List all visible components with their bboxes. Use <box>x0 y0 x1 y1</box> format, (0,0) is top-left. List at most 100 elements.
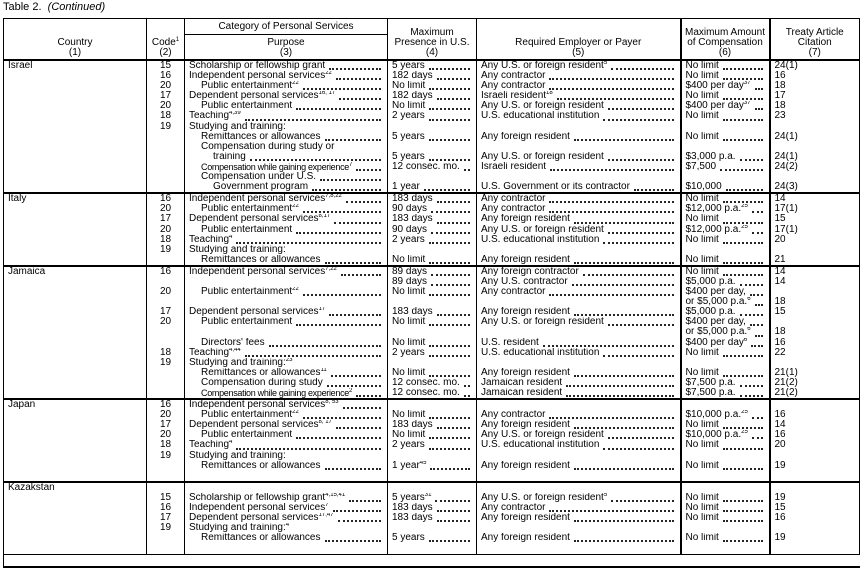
payer-content: Any foreign resident <box>481 533 676 543</box>
payer-value: Any foreign resident <box>481 533 570 544</box>
compensation-content: $400 per day37 <box>686 81 765 91</box>
compensation-text: No limit <box>686 266 719 277</box>
presence-text: No limit <box>392 287 425 297</box>
payer-value: Jamaican resident <box>481 388 563 398</box>
payer-value: U.S. educational institution <box>481 111 600 122</box>
article-content: 16 <box>775 71 856 81</box>
table-row: Compensation while gaining experience2 12… <box>3 388 860 400</box>
presence-text: No limit <box>392 317 425 327</box>
payer-text: U.S. resident <box>481 338 539 348</box>
payer-value: Any foreign resident <box>481 513 570 524</box>
payer-text: U.S. Government or its contractor <box>481 182 630 192</box>
payer-text: U.S. educational institution <box>481 440 599 450</box>
dot-leader <box>429 416 470 420</box>
code-cell: 16 <box>146 193 185 205</box>
purpose-value: Independent personal services <box>189 71 326 82</box>
country-cell <box>3 347 147 358</box>
payer-text: Any contractor <box>481 503 545 513</box>
country-cell <box>3 111 147 122</box>
compensation-cell: No limit <box>679 533 770 544</box>
article-text: 14 <box>775 266 786 277</box>
presence-text: 5 years <box>392 533 425 543</box>
footnote-ref: 4 <box>285 523 290 529</box>
payer-cell: Any foreign resident <box>476 460 681 471</box>
presence-value: No limit <box>392 287 426 298</box>
compensation-cell <box>679 399 770 411</box>
payer-cell: Any foreign resident <box>476 131 681 142</box>
footnote-ref: 7 <box>349 161 353 168</box>
purpose-cell: Dependent personal services16, 17 <box>184 91 388 102</box>
presence-value: 182 days <box>392 91 433 102</box>
country-cell <box>3 244 147 255</box>
table-row: Italy 16 Independent personal services7,8,… <box>3 193 860 205</box>
footnote-ref: 18 <box>546 91 553 97</box>
article-value: 14 <box>774 193 786 205</box>
purpose-value: Remittances or allowances <box>201 131 321 142</box>
purpose-value: Independent personal services <box>189 193 326 205</box>
article-content: 14 <box>775 194 856 204</box>
article-cell: 15 <box>768 503 860 514</box>
presence-cell: 183 days <box>387 513 477 524</box>
dot-leader <box>722 539 763 543</box>
compensation-text: No limit <box>686 255 719 265</box>
payer-cell: Any foreign resident <box>476 367 681 378</box>
dot-leader <box>573 519 674 523</box>
country-cell <box>3 470 147 482</box>
header-code: Code1 (2) <box>146 18 185 61</box>
purpose-cell: Public entertainment22 <box>184 287 388 298</box>
footnote-ref: 23 <box>285 357 293 363</box>
purpose-value: Studying and training: <box>189 244 286 255</box>
presence-value: 5 years <box>392 533 425 544</box>
presence-value: 2 years <box>392 234 425 245</box>
table-row: 20 Public entertainment No limit Any U.S. o… <box>3 101 860 112</box>
article-text: 20 <box>775 440 786 450</box>
article-value: 21(2) <box>774 377 798 388</box>
dot-leader <box>324 261 381 264</box>
code-cell: 20 <box>146 317 185 328</box>
compensation-text: No limit <box>686 440 719 450</box>
compensation-cell: No limit <box>679 503 770 514</box>
purpose-text: Remittances or allowances <box>189 132 321 142</box>
purpose-content: Remittances or allowances <box>189 255 383 265</box>
dot-leader <box>296 107 381 111</box>
table-row: 16 Independent personal services7 183 days… <box>3 503 860 514</box>
article-text: 24(2) <box>775 162 798 172</box>
compensation-value: No limit <box>685 347 719 358</box>
article-cell: 16 <box>768 430 860 441</box>
article-content: 24(3) <box>775 182 856 192</box>
dot-leader <box>582 273 674 276</box>
compensation-text: $400 per day37 <box>686 81 751 91</box>
article-value: 14 <box>774 420 786 431</box>
payer-text: Any U.S. or foreign resident <box>481 152 604 162</box>
dot-leader <box>573 261 674 264</box>
dot-leader <box>607 231 674 234</box>
compensation-cell: $7,500 p.a. <box>679 388 770 400</box>
article-cell: 18 <box>768 101 860 112</box>
presence-cell: 1 year <box>387 182 477 194</box>
country-cell <box>3 101 147 112</box>
article-content: 21 <box>775 255 856 265</box>
presence-cell: 2 years <box>387 347 477 358</box>
presence-content: 5 years <box>392 132 472 142</box>
presence-content: 90 days <box>392 204 472 214</box>
presence-value: No limit <box>392 337 426 348</box>
code-cell: 19 <box>146 450 185 461</box>
article-value: 18 <box>774 81 786 92</box>
compensation-value: $400 per day <box>685 101 744 112</box>
purpose-text: Independent personal services7,22 <box>189 266 337 277</box>
compensation-content: $12,000 p.a.25 <box>686 225 765 235</box>
article-content: 18 <box>775 327 856 337</box>
article-value: 19 <box>774 460 786 471</box>
table-row: Remittances or allowances No limit Any for… <box>3 254 860 266</box>
payer-content: Any foreign resident <box>481 307 676 317</box>
presence-value: 183 days <box>392 307 433 318</box>
article-text: 16 <box>775 71 786 81</box>
dot-leader <box>236 241 381 244</box>
compensation-content: or $5,000 p.a.6 <box>686 327 765 337</box>
purpose-cell: Remittances or allowances11 <box>184 367 388 378</box>
footnote-ref: 8,17 <box>318 214 331 220</box>
compensation-content: $3,000 p.a. <box>686 152 765 162</box>
compensation-cell: $7,500 <box>679 161 770 173</box>
compensation-cell: No limit <box>679 214 770 225</box>
article-content: 16 <box>775 338 856 348</box>
